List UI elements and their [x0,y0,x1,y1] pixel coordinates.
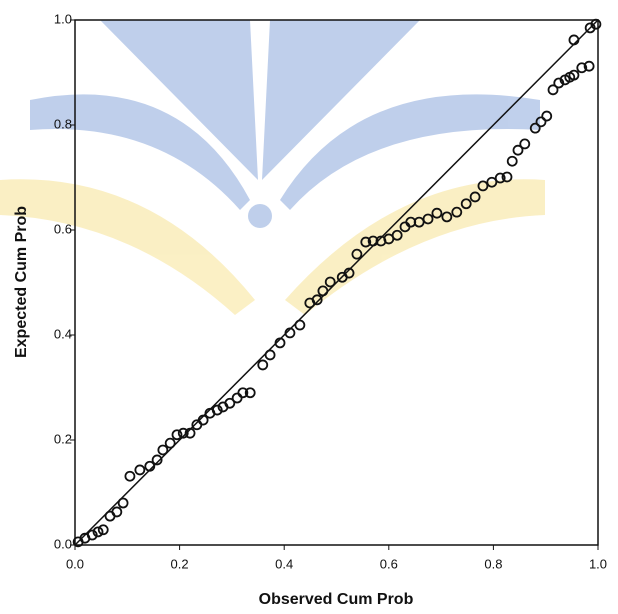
point [583,60,595,72]
point [311,294,323,306]
point [97,524,109,536]
x-tick-label: 0.2 [171,556,189,571]
point [590,18,602,30]
point [351,248,363,260]
point [117,497,129,509]
x-tick-label: 0.0 [66,556,84,571]
point [477,180,489,192]
point [134,464,146,476]
y-axis-title: Expected Cum Prob [13,206,30,358]
point [231,392,243,404]
point [441,211,453,223]
point [469,191,481,203]
point [184,427,196,439]
point [164,437,176,449]
point [324,276,336,288]
point [317,285,329,297]
point [274,337,286,349]
point [431,207,443,219]
watermark-shape [280,94,540,210]
y-tick-label: 0.6 [54,221,72,236]
watermark-shape [285,179,545,315]
point [512,144,524,156]
point [92,526,104,538]
point [360,236,372,248]
point [391,229,403,241]
x-tick-label: 0.6 [380,556,398,571]
plot-frame [74,19,599,546]
point [284,327,296,339]
point [529,122,541,134]
point [257,359,269,371]
point [197,414,209,426]
x-axis-title: Observed Cum Prob [259,591,414,608]
y-tick-label: 1.0 [54,11,72,26]
point [422,213,434,225]
point [264,349,276,361]
point [343,267,355,279]
point [151,454,163,466]
point [553,77,565,89]
x-tick-label: 0.4 [275,556,293,571]
point [568,69,580,81]
point [111,506,123,518]
point [171,429,183,441]
y-tick-label: 0.8 [54,116,72,131]
point [535,116,547,128]
point [294,319,306,331]
point [86,529,98,541]
point [244,387,256,399]
watermark-shape [30,94,250,210]
y-tick-label: 0.0 [54,536,72,551]
point [211,404,223,416]
point [460,198,472,210]
y-tick-label: 0.4 [54,326,72,341]
reference-line [74,19,599,546]
point [224,397,236,409]
watermark-shape [0,179,255,315]
point [177,427,189,439]
point [506,155,518,167]
point [486,176,498,188]
point [494,172,506,184]
point [144,460,156,472]
watermark [0,20,545,315]
x-tick-label: 0.8 [484,556,502,571]
point [501,171,513,183]
point [576,62,588,74]
point [237,387,249,399]
point [413,216,425,228]
watermark-shape [100,20,420,180]
point [547,84,559,96]
point [541,110,553,122]
point [519,138,531,150]
point [124,470,136,482]
x-tick-label: 1.0 [589,556,607,571]
watermark-shape [248,204,272,228]
point [451,206,463,218]
point [568,34,580,46]
y-tick-label: 0.2 [54,431,72,446]
point [367,235,379,247]
point [157,444,169,456]
